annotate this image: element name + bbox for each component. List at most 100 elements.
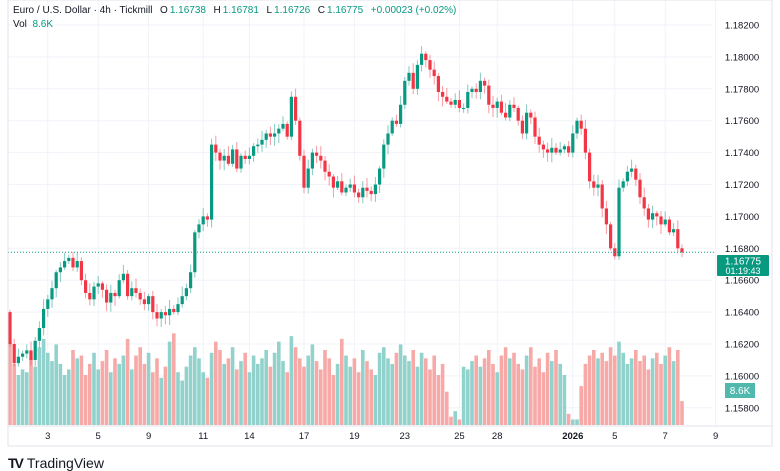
candle — [319, 146, 323, 169]
volume-bar — [323, 350, 327, 425]
candle — [583, 119, 587, 160]
volume-bar — [680, 401, 684, 425]
candle — [378, 166, 382, 194]
candle-body — [331, 176, 335, 188]
candle — [42, 299, 46, 336]
volume-bar — [365, 361, 369, 425]
candle — [21, 350, 25, 361]
volume-bar — [625, 363, 630, 425]
volume-bar — [109, 372, 113, 425]
candle-body — [8, 312, 12, 344]
candle — [8, 309, 12, 347]
volume-bar — [37, 347, 42, 425]
candle-body — [617, 187, 621, 257]
candle-body — [394, 120, 398, 124]
candle — [462, 103, 466, 113]
candle-body — [432, 69, 436, 77]
volume-bar — [482, 358, 487, 425]
candle — [71, 251, 75, 272]
volume-bar — [407, 361, 411, 425]
candle-body — [210, 144, 214, 220]
volume-bar — [54, 344, 58, 425]
candle-body — [285, 123, 289, 137]
candle-body — [109, 292, 113, 303]
candle-body — [373, 184, 377, 195]
candle — [281, 116, 285, 132]
candle-body — [390, 120, 394, 134]
volume-bar — [264, 350, 268, 425]
candle-body — [474, 88, 478, 92]
candle — [453, 93, 457, 109]
candle — [625, 165, 629, 187]
price-axis[interactable]: 1.18200 1.18000 1.17800 1.17600 1.17400 1.172… — [725, 21, 759, 415]
candle — [252, 143, 256, 162]
candle-body — [58, 267, 62, 273]
close-label: C — [317, 5, 326, 16]
volume-bar — [436, 375, 441, 425]
volume-bar — [12, 363, 16, 425]
candle-body — [319, 155, 323, 161]
candlestick-chart[interactable]: 1.18200 1.18000 1.17800 1.17600 1.17400 1.172… — [0, 0, 780, 450]
candle — [50, 280, 54, 308]
candle — [575, 117, 579, 139]
candle-body — [323, 160, 327, 172]
candle-body — [672, 229, 676, 233]
candle-body — [155, 312, 159, 319]
volume-bar — [529, 347, 533, 425]
candle — [432, 61, 436, 85]
candle — [642, 187, 646, 216]
candle — [382, 139, 386, 178]
candle — [436, 72, 440, 102]
volume-bar — [663, 355, 667, 425]
price-tag-value: 1.16775 — [725, 257, 762, 268]
candle — [646, 203, 650, 228]
candle-body — [71, 257, 75, 268]
candle-body — [21, 353, 25, 357]
volume-bar — [650, 358, 655, 425]
candle — [214, 135, 218, 162]
volume-bar — [41, 338, 46, 425]
volume-bar — [310, 344, 315, 425]
volume-bar — [592, 350, 596, 425]
price-tick-label: 1.16200 — [725, 340, 759, 351]
volume-bar — [201, 372, 205, 425]
candle-body — [655, 213, 659, 217]
volume-bar — [146, 352, 151, 425]
candle-body — [239, 155, 243, 169]
candle — [596, 174, 600, 197]
volume-bar — [344, 355, 348, 425]
candle-body — [289, 96, 293, 137]
volume-bar — [579, 386, 583, 425]
high-label: H — [213, 5, 221, 16]
candle-body — [298, 120, 302, 156]
volume-bar — [327, 358, 331, 425]
candle — [667, 216, 671, 236]
volume-bar — [377, 352, 382, 425]
time-axis[interactable]: 3 5 9 11 14 17 19 23 25 28 2026 5 7 9 — [45, 431, 718, 442]
candle — [243, 150, 247, 164]
volume-bar — [83, 375, 88, 425]
tradingview-logo[interactable]: TV TradingView — [8, 455, 104, 471]
candle-body — [369, 190, 373, 195]
candle-body — [16, 356, 20, 364]
volume-bar — [361, 350, 365, 425]
volume-bar — [541, 372, 546, 425]
candle-body — [386, 133, 390, 145]
candle-body — [667, 219, 671, 233]
time-tick-label: 28 — [492, 431, 503, 442]
candle — [273, 123, 277, 146]
volume-bar — [373, 375, 378, 425]
symbol-title[interactable]: Euro / U.S. Dollar · 4h · Tickmill — [13, 5, 153, 16]
candle — [105, 284, 109, 312]
candle-body — [159, 312, 163, 319]
candle — [289, 91, 293, 141]
candle — [92, 282, 96, 307]
volume-bar — [613, 355, 617, 425]
candle-body — [277, 128, 281, 134]
volume-bar — [390, 363, 394, 425]
candle — [348, 178, 352, 192]
volume-bar — [503, 347, 508, 425]
candle — [256, 138, 260, 153]
candle — [323, 156, 327, 181]
volume-bar — [20, 369, 25, 425]
